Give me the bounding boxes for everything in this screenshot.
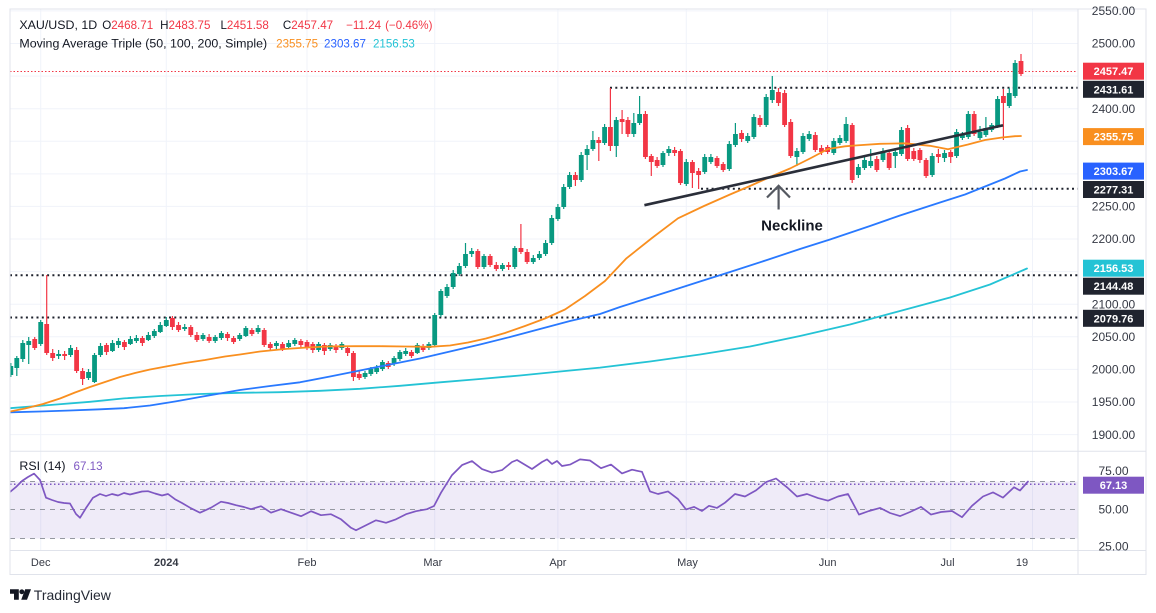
svg-text:19: 19 xyxy=(1016,557,1028,569)
svg-text:TradingView: TradingView xyxy=(34,587,112,603)
svg-text:2303.67: 2303.67 xyxy=(1094,166,1134,178)
svg-text:Neckline: Neckline xyxy=(761,218,823,235)
svg-text:75.00: 75.00 xyxy=(1098,464,1128,478)
svg-text:2024: 2024 xyxy=(154,557,179,569)
svg-text:Dec: Dec xyxy=(31,557,51,569)
svg-text:1950.00: 1950.00 xyxy=(1092,395,1136,409)
svg-text:1900.00: 1900.00 xyxy=(1092,428,1136,442)
svg-text:RSI (14)67.13: RSI (14) 67.13 xyxy=(19,459,102,473)
svg-text:2156.53: 2156.53 xyxy=(1094,263,1134,275)
svg-text:2457.47: 2457.47 xyxy=(1094,66,1134,78)
svg-text:2000.00: 2000.00 xyxy=(1092,363,1136,377)
svg-text:Feb: Feb xyxy=(298,557,317,569)
svg-text:2144.48: 2144.48 xyxy=(1094,281,1134,293)
svg-text:2400.00: 2400.00 xyxy=(1092,102,1136,116)
svg-text:Moving Average Triple (50, 100: Moving Average Triple (50, 100, 200, Sim… xyxy=(19,37,415,51)
svg-text:67.13: 67.13 xyxy=(1100,480,1128,492)
svg-text:Jun: Jun xyxy=(819,557,837,569)
svg-text:2500.00: 2500.00 xyxy=(1092,37,1136,51)
svg-text:2200.00: 2200.00 xyxy=(1092,232,1136,246)
svg-text:2355.75: 2355.75 xyxy=(1094,132,1134,144)
svg-text:2100.00: 2100.00 xyxy=(1092,297,1136,311)
svg-text:Mar: Mar xyxy=(423,557,442,569)
svg-text:2079.76: 2079.76 xyxy=(1094,313,1134,325)
svg-text:2050.00: 2050.00 xyxy=(1092,330,1136,344)
svg-text:2250.00: 2250.00 xyxy=(1092,200,1136,214)
svg-text:2277.31: 2277.31 xyxy=(1094,185,1134,197)
svg-text:25.00: 25.00 xyxy=(1098,540,1128,554)
svg-text:2550.00: 2550.00 xyxy=(1092,4,1136,18)
svg-text:May: May xyxy=(677,557,698,569)
svg-text:Apr: Apr xyxy=(549,557,566,569)
svg-text:50.00: 50.00 xyxy=(1098,502,1128,516)
svg-text:Jul: Jul xyxy=(940,557,954,569)
svg-text:2431.61: 2431.61 xyxy=(1094,84,1134,96)
